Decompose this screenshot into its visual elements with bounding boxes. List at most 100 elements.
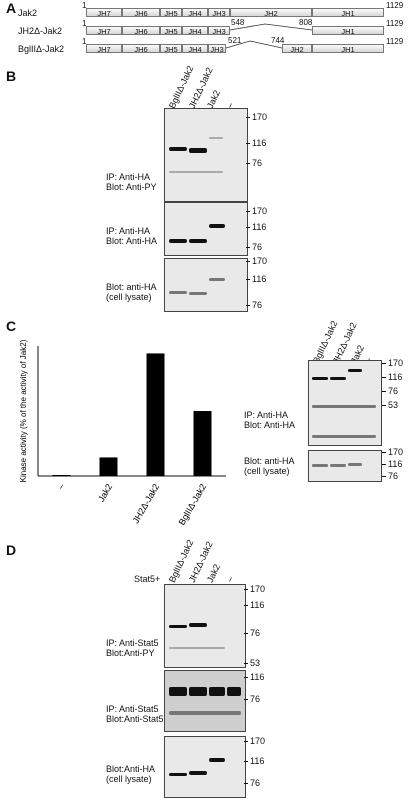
blot-b1-antipy — [164, 108, 248, 202]
band — [312, 464, 328, 467]
bar — [146, 353, 165, 476]
band — [169, 687, 187, 696]
mw-marker: 116 — [243, 672, 265, 682]
deletion-connector-lines — [225, 23, 313, 49]
band — [312, 405, 376, 408]
blot-c2-lysate — [308, 450, 382, 482]
domain-jh4: JH4 — [182, 44, 208, 54]
bar — [52, 475, 71, 476]
construct-name-jh2delta: JH2Δ-Jak2 — [18, 26, 63, 36]
domain-jh3: JH3 — [208, 26, 230, 36]
construct-start: 1 — [82, 19, 87, 28]
construct-name-bglIIdelta: BglIIΔ-Jak2 — [18, 44, 65, 54]
blot-label: IP: Anti-Stat5 — [106, 638, 159, 648]
gap-start-548: 548 — [231, 18, 245, 27]
mw-marker: 116 — [245, 222, 267, 232]
domain-jh3: JH3 — [208, 44, 226, 54]
x-tick-label: BglIIΔ-Jak2 — [177, 482, 209, 526]
blot-label: (cell lysate) — [244, 466, 290, 476]
domain-jh7: JH7 — [86, 26, 122, 36]
band — [330, 377, 346, 380]
mw-marker: 170 — [381, 447, 404, 457]
domain-jh2: JH2 — [230, 8, 312, 18]
mw-marker: 170 — [245, 206, 268, 216]
construct-end: 1129 — [386, 1, 404, 10]
band — [169, 625, 187, 628]
mw-marker: 170 — [245, 256, 268, 266]
mw-marker: 53 — [381, 400, 399, 410]
panel-label-b: B — [6, 68, 17, 84]
y-axis-label: Kinase activity (% of the activity of Ja… — [19, 339, 28, 482]
band — [348, 463, 362, 466]
band — [189, 292, 207, 295]
lane-label-jak2: Jak2 — [204, 562, 223, 584]
blot-label: Blot:Anti-Stat5 — [106, 714, 164, 724]
mw-marker: 170 — [243, 584, 266, 594]
blot-c1-antiha — [308, 360, 382, 446]
mw-marker: 170 — [243, 736, 266, 746]
band — [169, 773, 187, 776]
band — [312, 377, 328, 380]
mw-marker: 76 — [243, 694, 261, 704]
band — [227, 687, 241, 696]
band — [169, 647, 225, 649]
bar — [99, 457, 118, 476]
stat5-label: Stat5+ — [134, 574, 161, 584]
blot-label: Blot: anti-HA — [244, 456, 295, 466]
domain-jh4: JH4 — [182, 26, 208, 36]
domain-jh3: JH3 — [208, 8, 230, 18]
panel-label-a: A — [6, 0, 17, 16]
domain-jh1: JH1 — [312, 8, 384, 18]
domain-jh1: JH1 — [312, 26, 384, 36]
construct-end: 1129 — [386, 19, 404, 28]
construct-start: 1 — [82, 1, 87, 10]
blot-label: IP: Anti-HA — [106, 226, 151, 236]
band — [209, 687, 225, 696]
lane-label-jak2: Jak2 — [204, 88, 223, 110]
mw-marker: 116 — [243, 600, 265, 610]
band — [348, 369, 362, 372]
mw-marker: 76 — [381, 386, 399, 396]
blot-b3-lysate — [164, 258, 248, 312]
band — [209, 278, 225, 281]
mw-marker: 116 — [245, 274, 267, 284]
mw-marker: 116 — [381, 459, 403, 469]
blot-label: (cell lysate) — [106, 292, 152, 302]
blot-label: IP: Anti-Stat5 — [106, 704, 159, 714]
panel-label-d: D — [6, 542, 17, 558]
blot-d3-lysate — [164, 736, 246, 798]
domain-jh4: JH4 — [182, 8, 208, 18]
domain-jh5: JH5 — [160, 44, 182, 54]
domain-jh6: JH6 — [122, 8, 160, 18]
band — [169, 711, 241, 715]
band — [330, 464, 346, 467]
panel-label-c: C — [6, 318, 17, 334]
lane-label-control: − — [224, 575, 237, 584]
construct-end: 1129 — [386, 37, 404, 46]
x-tick-label: JH2Δ-Jak2 — [131, 482, 162, 525]
band — [189, 623, 207, 627]
band — [169, 291, 187, 294]
band — [209, 224, 225, 228]
mw-marker: 116 — [245, 138, 267, 148]
band — [169, 239, 187, 243]
mw-marker: 76 — [381, 471, 399, 481]
domain-jh5: JH5 — [160, 8, 182, 18]
mw-marker: 76 — [243, 628, 261, 638]
band — [169, 171, 223, 173]
construct-start: 1 — [82, 37, 87, 46]
blot-label: Blot: anti-HA — [106, 282, 157, 292]
blot-label: Blot: Anti-HA — [106, 236, 158, 246]
blot-label: Blot:Anti-PY — [106, 648, 155, 658]
band — [169, 147, 187, 151]
mw-marker: 116 — [243, 756, 265, 766]
mw-marker: 76 — [245, 300, 263, 310]
blot-label: Blot:Anti-HA — [106, 764, 156, 774]
x-tick-label: Jak2 — [96, 482, 114, 503]
blot-label: Blot: Anti-PY — [106, 182, 157, 192]
mw-marker: 76 — [245, 158, 263, 168]
band — [312, 435, 376, 438]
x-tick-label: − — [56, 482, 67, 492]
band — [189, 239, 207, 243]
domain-jh6: JH6 — [122, 44, 160, 54]
